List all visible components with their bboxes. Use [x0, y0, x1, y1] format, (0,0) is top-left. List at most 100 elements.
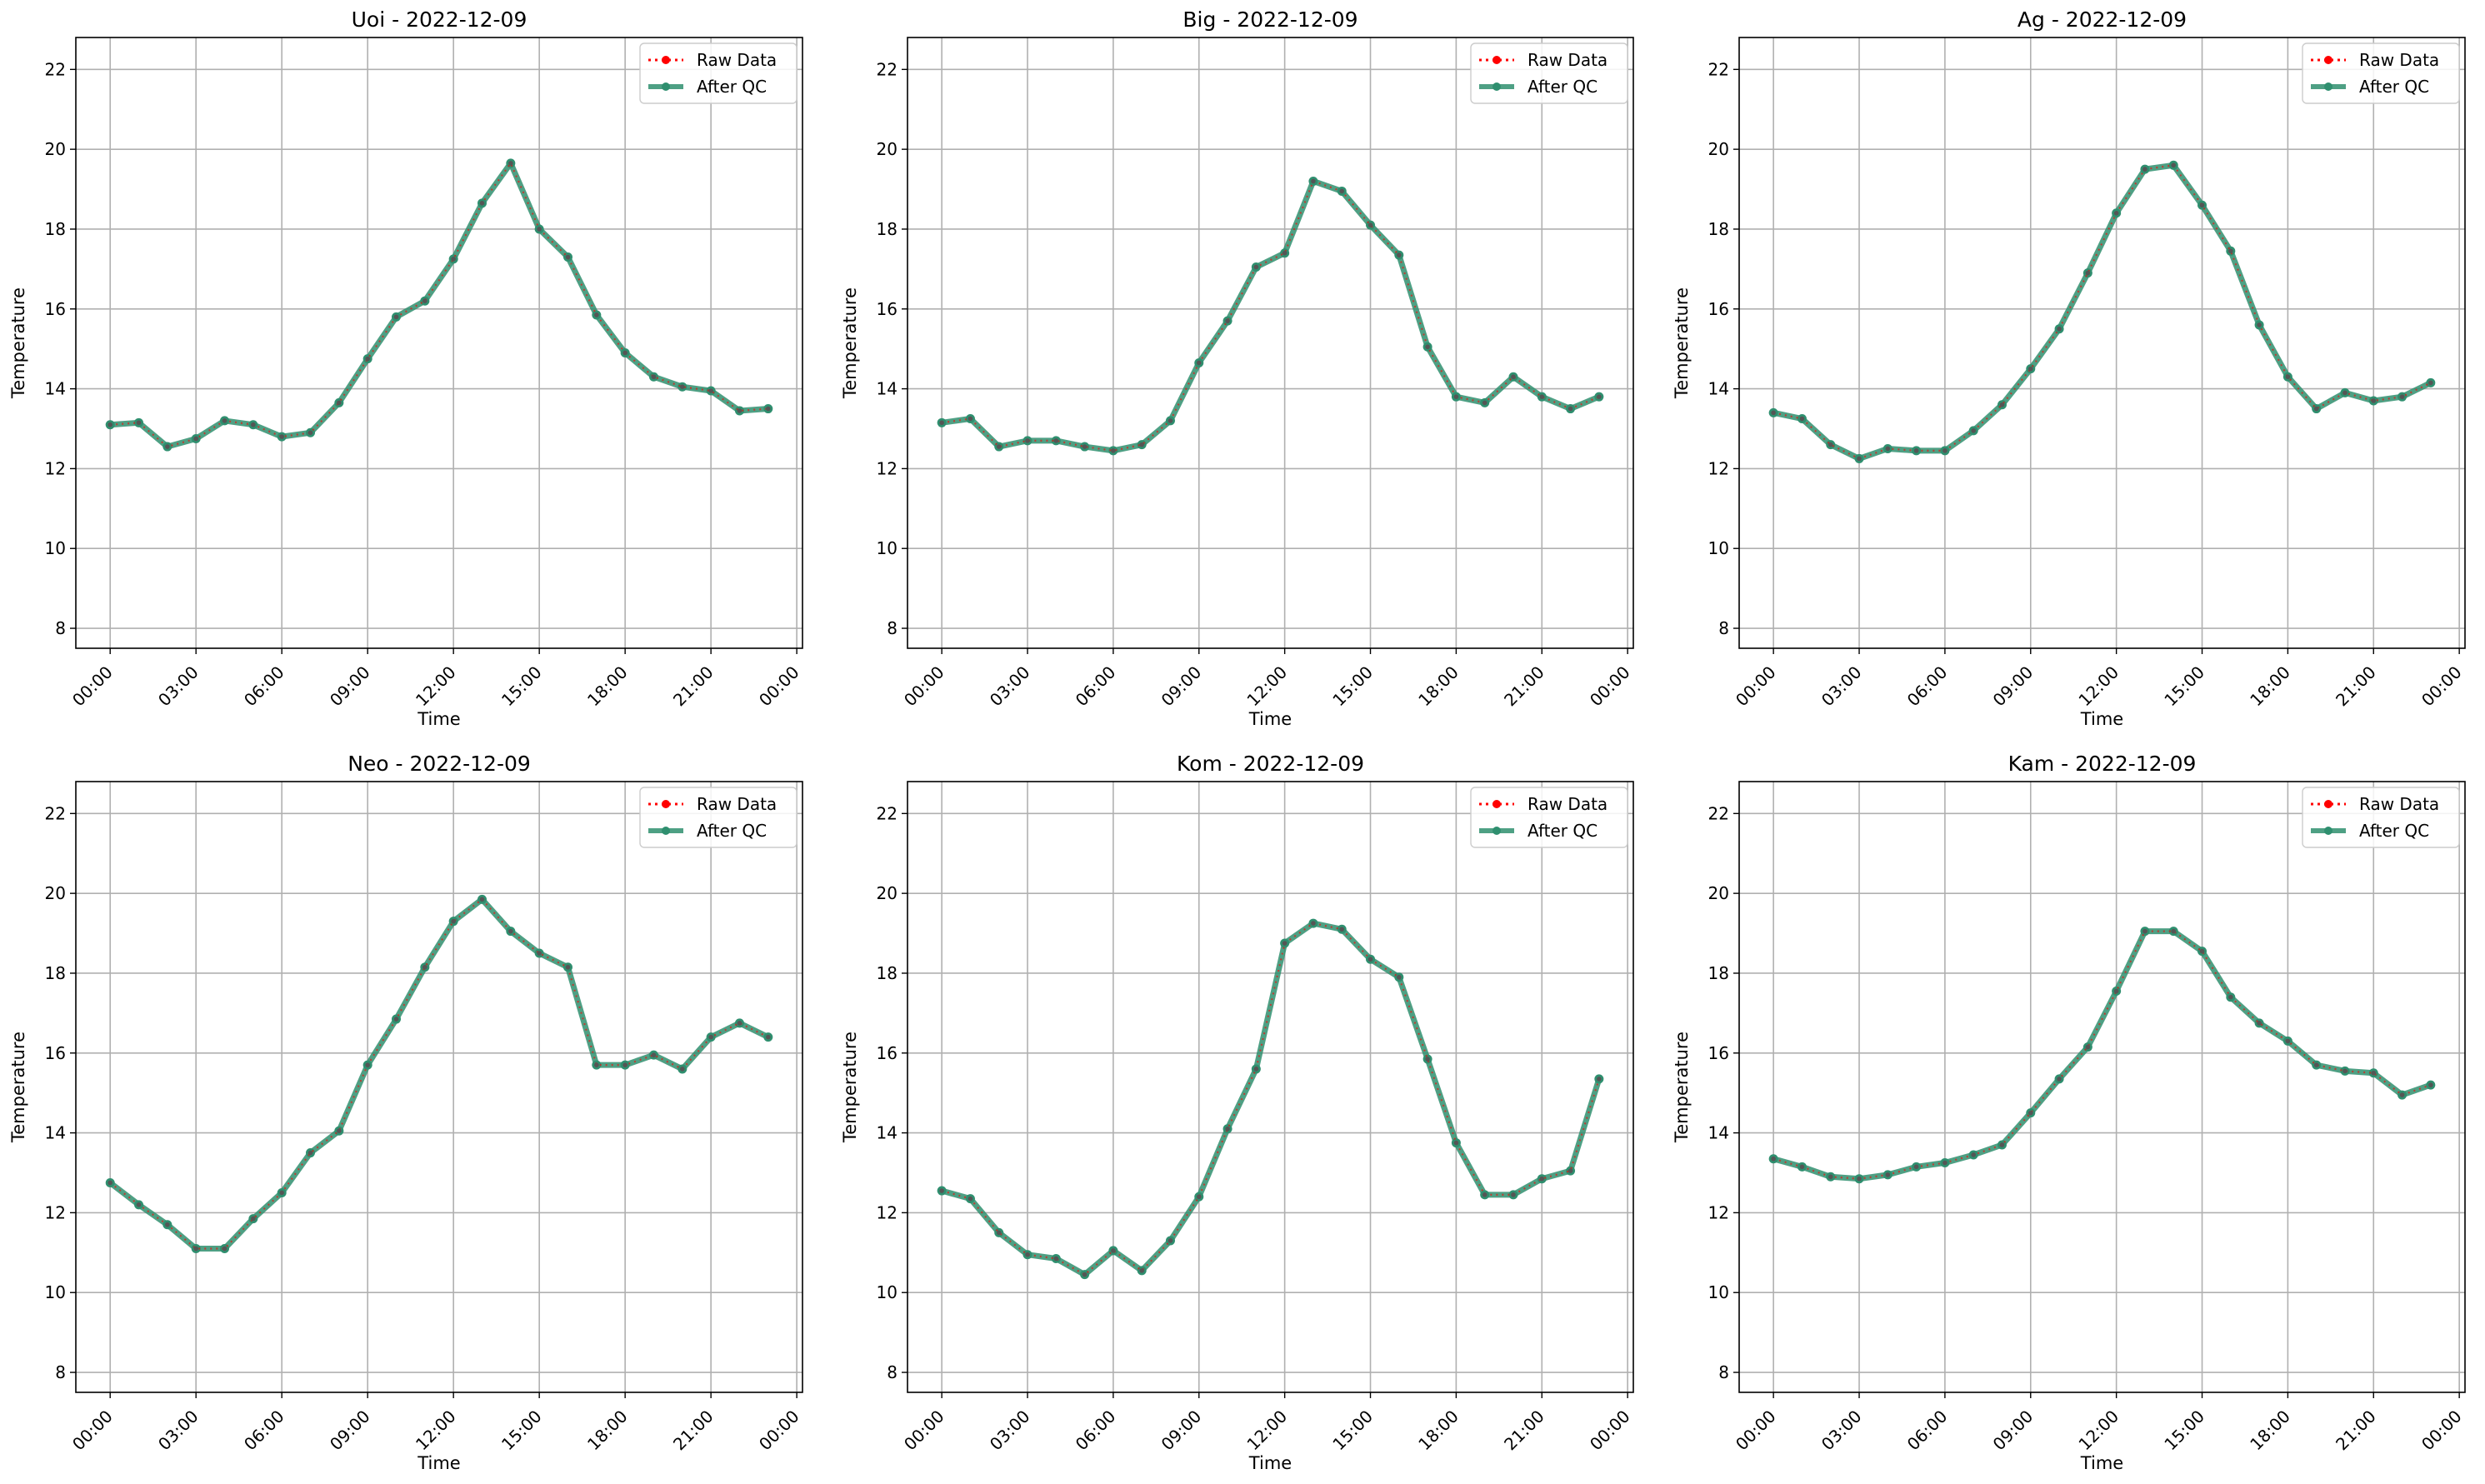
series-line-after-qc [941, 920, 1602, 1278]
point-raw [479, 201, 485, 206]
x-tick-label: 06:00 [240, 1407, 288, 1455]
x-tick-label: 21:00 [1500, 1407, 1548, 1455]
x-tick-label: 00:00 [1732, 1407, 1780, 1455]
x-axis-label: Time [1248, 709, 1292, 729]
x-tick-label: 00:00 [1586, 662, 1634, 711]
axes-frame [1738, 37, 2466, 649]
subplot-3: 00:00 03:00 06:00 09:00 12:00 15:00 18:00 21:00… [1672, 7, 2466, 729]
point-raw [766, 1034, 771, 1040]
x-axis-label: Time [417, 1453, 460, 1473]
point-raw [996, 444, 1002, 449]
x-tick-label: 06:00 [240, 662, 288, 711]
point-raw [508, 928, 513, 934]
series-line-raw [109, 897, 769, 1250]
point-raw [2142, 167, 2148, 172]
point-raw [451, 918, 456, 924]
point-raw [1828, 442, 1833, 447]
x-tick-label: 09:00 [1158, 1407, 1206, 1455]
series-line-raw [941, 180, 1600, 452]
point-raw [622, 1062, 628, 1067]
point-raw [108, 1180, 112, 1186]
point-raw [1196, 360, 1202, 366]
point-raw [1511, 374, 1516, 380]
y-tick-label: 16 [877, 299, 898, 319]
point-raw [1857, 456, 1862, 462]
series-line-after-qc [941, 177, 1601, 454]
point-raw [1111, 448, 1116, 453]
point-raw [766, 406, 771, 412]
point-raw [680, 1067, 685, 1072]
point-raw [337, 400, 342, 406]
point-raw [939, 1188, 944, 1193]
point-raw [2371, 398, 2377, 403]
y-tick-label: 20 [45, 883, 66, 903]
legend-marker-after-qc [2324, 82, 2332, 91]
y-tick-label: 16 [877, 1043, 898, 1063]
series-line-after-qc [1772, 928, 2432, 1182]
axes-frame [75, 781, 803, 1393]
y-tick-label: 14 [45, 379, 66, 399]
point-raw [1971, 428, 1976, 433]
point-raw [451, 257, 456, 262]
y-tick-label: 8 [887, 1362, 898, 1382]
point-raw [222, 1246, 228, 1252]
x-tick-label: 18:00 [583, 662, 632, 711]
point-raw [393, 1017, 399, 1022]
point-raw [2171, 928, 2177, 934]
point-raw [2113, 210, 2119, 216]
point-raw [393, 314, 399, 320]
y-tick-label: 10 [1708, 538, 1729, 558]
point-raw [136, 1202, 142, 1207]
point-raw [1597, 1077, 1602, 1082]
legend-label-raw: Raw Data [697, 50, 777, 70]
point-raw [1082, 1272, 1088, 1277]
y-tick-label: 8 [887, 618, 898, 638]
point-raw [1597, 394, 1602, 399]
subplot-title: Neo - 2022-12-09 [348, 752, 531, 776]
x-tick-label: 03:00 [986, 1407, 1034, 1455]
point-raw [2342, 1068, 2348, 1074]
axes-frame [907, 37, 1634, 649]
legend-marker-after-qc [662, 827, 670, 835]
y-tick-label: 14 [877, 379, 898, 399]
y-tick-label: 22 [45, 803, 66, 823]
x-tick-label: 03:00 [986, 662, 1034, 711]
point-raw [651, 1052, 657, 1057]
point-raw [1857, 1176, 1862, 1182]
point-raw [2399, 1092, 2405, 1097]
series-line-raw [1772, 930, 2432, 1180]
y-tick-label: 18 [45, 219, 66, 239]
point-raw [565, 964, 571, 970]
legend-label-raw: Raw Data [2359, 794, 2439, 814]
x-tick-label: 12:00 [2074, 662, 2122, 711]
point-raw [1885, 446, 1891, 452]
x-tick-label: 06:00 [1903, 1407, 1952, 1455]
point-raw [1282, 250, 1288, 256]
point-raw [1885, 1172, 1891, 1177]
legend-marker-after-qc [1492, 827, 1501, 835]
legend-label-after-qc: After QC [697, 77, 767, 97]
point-raw [1025, 1252, 1030, 1257]
point-raw [1942, 1160, 1948, 1166]
y-tick-label: 14 [1708, 1123, 1729, 1143]
y-tick-label: 12 [1708, 458, 1729, 478]
x-tick-label: 09:00 [326, 662, 374, 711]
x-tick-label: 18:00 [1414, 662, 1462, 711]
point-raw [1168, 418, 1173, 423]
point-raw [2057, 326, 2062, 332]
legend-label-after-qc: After QC [2359, 77, 2429, 97]
point-raw [1339, 927, 1345, 932]
point-raw [308, 1150, 313, 1156]
y-tick-label: 18 [1708, 963, 1729, 983]
y-tick-label: 10 [45, 538, 66, 558]
point-raw [1568, 406, 1573, 412]
point-raw [1999, 1142, 2005, 1147]
x-tick-label: 03:00 [154, 1407, 202, 1455]
point-raw [708, 1034, 713, 1040]
point-raw [1339, 188, 1345, 194]
point-raw [2057, 1077, 2062, 1082]
y-axis-label: Temperature [8, 1032, 28, 1143]
legend-marker-after-qc [1492, 82, 1501, 91]
y-tick-label: 22 [877, 59, 898, 79]
